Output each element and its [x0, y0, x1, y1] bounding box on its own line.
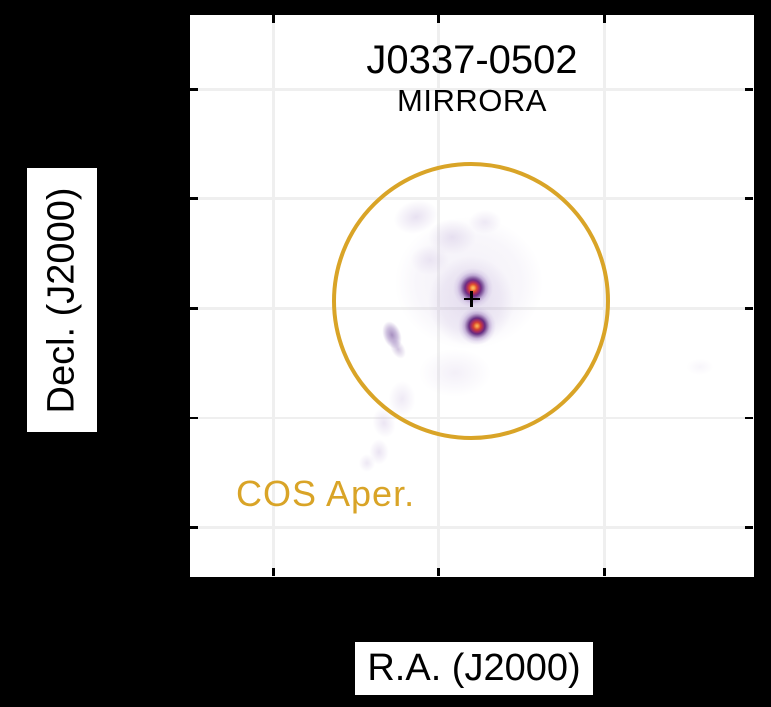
x-axis-label: R.A. (J2000) [367, 647, 581, 689]
y-tick-right [745, 307, 753, 310]
gridline-vertical [272, 15, 275, 576]
image-layers [190, 15, 753, 576]
x-axis-label-box: R.A. (J2000) [355, 642, 593, 695]
y-tick-left [190, 526, 198, 529]
target-marker-vertical [470, 291, 473, 307]
y-tick-right [745, 88, 753, 91]
plot-area: J0337-0502 MIRRORA COS Aper. [188, 13, 756, 579]
x-tick-top [437, 15, 440, 23]
tail-c [366, 435, 392, 469]
y-tick-left [190, 307, 198, 310]
x-tick-bottom [272, 568, 275, 576]
x-tick-bottom [437, 568, 440, 576]
plot-title: J0337-0502 [366, 38, 578, 82]
y-tick-left [190, 416, 198, 420]
aperture-label: COS Aper. [236, 473, 416, 514]
gridline-horizontal [190, 88, 753, 91]
x-tick-bottom [603, 568, 606, 576]
y-axis-label-box: Decl. (J2000) [27, 168, 97, 432]
y-tick-right [745, 197, 753, 200]
x-tick-top [272, 15, 275, 23]
gridline-horizontal [190, 526, 753, 529]
patch-east [682, 356, 718, 378]
tail-d [356, 451, 378, 475]
y-tick-right [745, 416, 753, 420]
y-axis-label: Decl. (J2000) [40, 187, 83, 413]
plot-subtitle: MIRRORA [397, 83, 547, 118]
y-tick-left [190, 88, 198, 91]
cos-aperture-circle [331, 161, 610, 440]
y-tick-right [745, 526, 753, 529]
y-tick-left [190, 197, 198, 200]
x-tick-top [603, 15, 606, 23]
